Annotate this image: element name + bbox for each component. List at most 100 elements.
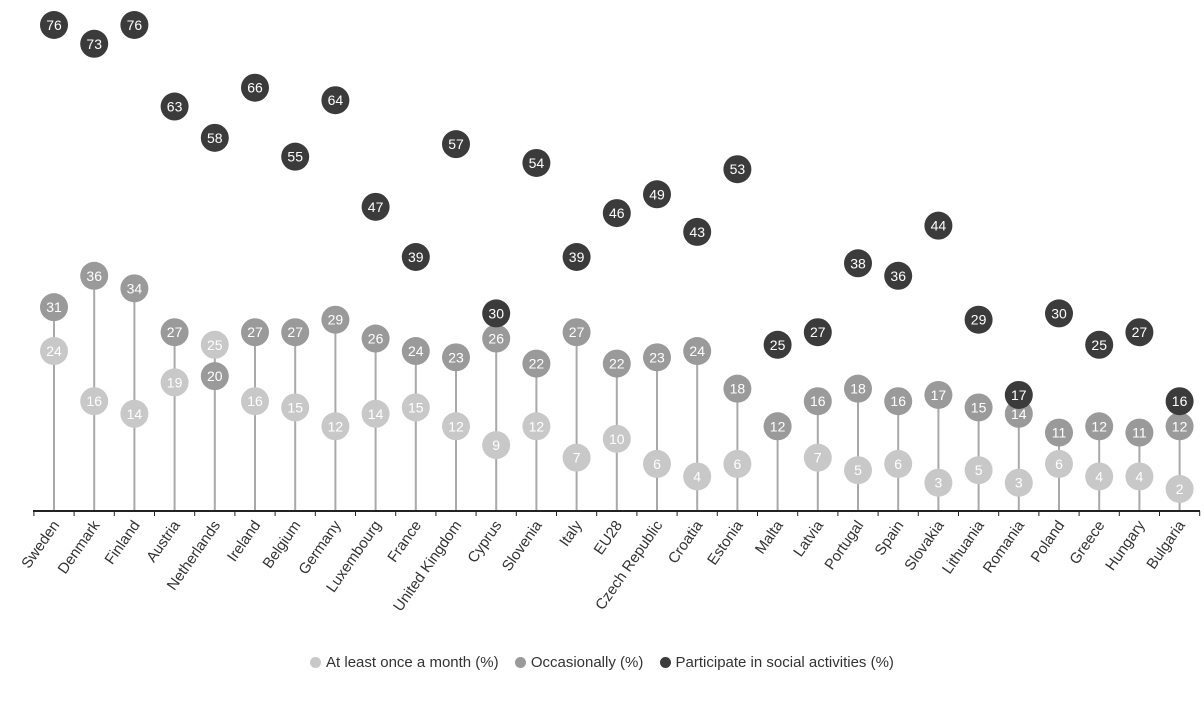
data-label-social: 54 — [529, 155, 545, 171]
x-ticks-layer — [33, 511, 1201, 516]
data-label-occasionally: 11 — [1052, 425, 1067, 441]
data-label-social: 29 — [971, 312, 987, 328]
data-point-monthly — [803, 443, 832, 472]
data-label-occasionally: 23 — [448, 349, 464, 365]
data-point-monthly — [643, 449, 671, 478]
data-label-monthly: 9 — [492, 437, 500, 453]
data-label-occasionally: 24 — [408, 343, 424, 359]
data-point-social — [200, 123, 229, 152]
data-point-social — [602, 199, 631, 228]
data-point-monthly — [602, 424, 631, 453]
category-label: Slovenia — [499, 517, 546, 574]
data-label-monthly: 16 — [247, 393, 263, 409]
data-point-monthly — [1004, 468, 1033, 497]
chart-svg: 2431761636731434761927632520581627661527… — [18, 11, 1201, 615]
legend-item-occasionally: Occasionally (%) — [514, 654, 644, 671]
data-point-monthly — [442, 412, 470, 441]
data-point-monthly — [1045, 449, 1073, 478]
data-label-occasionally: 31 — [46, 299, 62, 315]
data-label-social: 58 — [207, 130, 223, 146]
data-label-monthly: 6 — [734, 456, 742, 472]
legend-swatch-social — [659, 657, 671, 668]
data-label-monthly: 4 — [1136, 468, 1144, 484]
points-layer: 2431761636731434761927632520581627661527… — [40, 11, 1194, 503]
data-label-occasionally: 34 — [127, 280, 143, 296]
category-label: Austria — [143, 517, 184, 566]
data-label-occasionally: 29 — [328, 312, 344, 328]
data-point-monthly — [120, 399, 149, 428]
data-point-social — [442, 130, 470, 159]
data-point-occasionally — [522, 349, 551, 378]
legend-label-monthly: At least once a month (%) — [326, 654, 499, 671]
data-point-occasionally — [884, 387, 913, 416]
category-label: Romania — [980, 517, 1029, 576]
data-label-occasionally: 15 — [971, 399, 987, 415]
data-label-social: 27 — [810, 324, 826, 340]
data-label-occasionally: 22 — [529, 356, 545, 372]
data-point-social — [1085, 330, 1114, 359]
category-label: Croatia — [665, 517, 707, 567]
legend-item-social: Participate in social activities (%) — [659, 654, 894, 671]
data-label-social: 39 — [569, 249, 585, 265]
data-point-social — [683, 217, 712, 246]
data-point-monthly — [1085, 462, 1114, 491]
category-label: Estonia — [704, 517, 747, 568]
data-point-monthly — [321, 412, 350, 441]
data-label-social: 16 — [1172, 393, 1188, 409]
category-label: Bulgaria — [1143, 517, 1189, 572]
data-point-social — [321, 86, 350, 115]
legend-label-occasionally: Occasionally (%) — [530, 654, 644, 671]
data-label-monthly: 2 — [1176, 481, 1184, 497]
category-label: Poland — [1028, 518, 1069, 566]
category-label: Italy — [556, 517, 586, 550]
data-point-occasionally — [562, 318, 591, 347]
data-point-monthly — [1125, 462, 1154, 491]
data-point-occasionally — [924, 380, 953, 409]
data-point-occasionally — [1125, 418, 1154, 447]
data-point-social — [844, 249, 872, 278]
category-label: Portugal — [821, 518, 867, 574]
data-label-occasionally: 22 — [609, 356, 625, 372]
data-label-social: 27 — [1132, 324, 1148, 340]
data-label-occasionally: 17 — [931, 387, 947, 403]
data-point-monthly — [522, 412, 551, 441]
data-point-monthly — [723, 449, 752, 478]
data-point-social — [361, 192, 390, 221]
legend-swatch-monthly — [310, 657, 322, 668]
data-point-occasionally — [964, 393, 993, 422]
data-label-social: 25 — [770, 337, 786, 353]
category-label: Hungary — [1102, 517, 1149, 574]
data-label-monthly: 14 — [127, 406, 143, 422]
data-label-occasionally: 14 — [1011, 406, 1027, 422]
data-point-occasionally — [321, 305, 350, 334]
data-label-occasionally: 11 — [1132, 425, 1147, 441]
data-point-occasionally — [401, 337, 430, 366]
data-label-social: 36 — [890, 268, 906, 284]
data-point-occasionally — [80, 261, 109, 290]
data-label-social: 43 — [689, 224, 705, 240]
data-label-occasionally: 12 — [1172, 418, 1188, 434]
data-label-social: 17 — [1011, 387, 1027, 403]
category-label: EU28 — [591, 518, 626, 558]
data-point-occasionally — [1045, 418, 1073, 447]
data-label-social: 39 — [408, 249, 424, 265]
data-label-occasionally: 23 — [649, 349, 665, 365]
data-label-monthly: 25 — [207, 337, 223, 353]
data-label-monthly: 5 — [975, 462, 983, 478]
data-point-monthly — [482, 431, 511, 460]
data-point-monthly — [200, 330, 229, 359]
data-label-social: 63 — [167, 99, 183, 115]
data-label-social: 47 — [368, 199, 384, 215]
category-label: Spain — [872, 518, 908, 559]
data-point-social — [482, 299, 511, 328]
category-label: Denmark — [55, 517, 104, 577]
data-label-monthly: 3 — [1015, 475, 1023, 491]
data-label-monthly: 6 — [653, 456, 661, 472]
data-label-occasionally: 27 — [247, 324, 263, 340]
data-label-monthly: 15 — [287, 399, 303, 415]
data-label-monthly: 7 — [814, 450, 822, 466]
data-point-occasionally — [643, 343, 671, 372]
data-point-monthly — [562, 443, 591, 472]
data-point-social — [120, 11, 149, 39]
data-label-social: 57 — [448, 136, 464, 152]
